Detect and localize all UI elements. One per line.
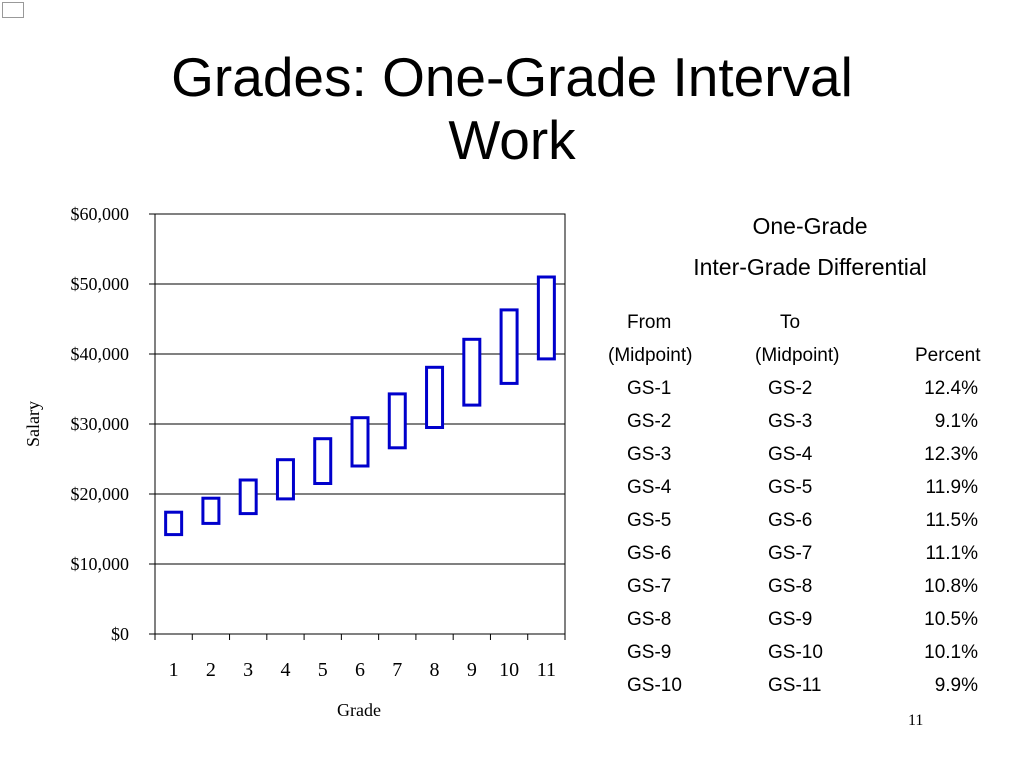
range-bar [499, 308, 519, 385]
row-percent: 10.8% [924, 576, 978, 597]
y-tick-label: $30,000 [71, 414, 130, 434]
y-tick-label: $40,000 [71, 344, 130, 364]
row-to: GS-5 [768, 477, 813, 498]
label-layer: $0 $10,000 $20,000 $30,000 $40,000 $50,000 $60… [71, 204, 556, 681]
range-bar [238, 478, 258, 516]
y-tick-label: $10,000 [71, 554, 130, 574]
row-to: GS-6 [768, 510, 813, 531]
row-to: GS-9 [768, 609, 813, 630]
row-from: GS-10 [627, 675, 682, 696]
row-percent: 9.1% [934, 411, 978, 432]
range-bar [201, 496, 221, 525]
y-axis-label: Salary [23, 401, 43, 447]
table-title-line1: One-Grade [752, 213, 868, 239]
y-tick-label: $50,000 [71, 274, 130, 294]
range-bar [387, 392, 407, 450]
slide-title: Grades: One-Grade Interval Work [0, 46, 1024, 172]
range-bar [275, 458, 295, 501]
row-to: GS-10 [768, 642, 823, 663]
head-from-2: (Midpoint) [608, 345, 693, 366]
range-bar [462, 337, 482, 407]
range-bar [350, 416, 370, 468]
x-tick-label: 1 [169, 659, 179, 681]
row-from: GS-6 [627, 543, 672, 564]
range-bar [536, 275, 556, 361]
row-from: GS-3 [627, 444, 672, 465]
row-percent: 11.9% [925, 477, 978, 498]
row-from: GS-8 [627, 609, 672, 630]
row-to: GS-8 [768, 576, 813, 597]
slide-title-line1: Grades: One-Grade Interval [171, 46, 853, 108]
x-tick-label: 9 [467, 659, 477, 681]
row-percent: 10.1% [924, 642, 978, 663]
head-to-2: (Midpoint) [755, 345, 840, 366]
head-percent: Percent [915, 345, 981, 366]
slide-title-line2: Work [448, 109, 576, 171]
x-tick-label: 11 [537, 659, 556, 681]
range-bar [425, 365, 445, 429]
row-from: GS-1 [627, 378, 672, 399]
x-tick-label: 10 [499, 659, 519, 681]
x-tick-label: 3 [243, 659, 253, 681]
x-tick-label: 5 [318, 659, 328, 681]
x-tick-label: 6 [355, 659, 365, 681]
range-bar [313, 437, 333, 486]
y-tick-label: $0 [111, 624, 129, 644]
x-tick-label: 7 [392, 659, 402, 681]
row-percent: 11.5% [925, 510, 978, 531]
x-tick-label: 2 [206, 659, 216, 681]
row-to: GS-11 [768, 675, 822, 696]
row-from: GS-2 [627, 411, 672, 432]
row-percent: 12.3% [924, 444, 978, 465]
row-percent: 9.9% [934, 675, 978, 696]
row-to: GS-4 [768, 444, 813, 465]
row-from: GS-9 [627, 642, 672, 663]
bar-layer [164, 275, 556, 537]
row-to: GS-3 [768, 411, 813, 432]
x-axis-label: Grade [337, 700, 381, 720]
row-from: GS-5 [627, 510, 672, 531]
row-to: GS-7 [768, 543, 813, 564]
row-percent: 10.5% [924, 609, 978, 630]
y-tick-label: $60,000 [71, 204, 130, 224]
row-percent: 11.1% [925, 543, 978, 564]
axis-layer [149, 213, 566, 640]
x-tick-label: 4 [280, 659, 290, 681]
salary-range-chart: $0 $10,000 $20,000 $30,000 $40,000 $50,000 $60… [23, 204, 566, 720]
head-to-1: To [780, 312, 801, 333]
y-tick-label: $20,000 [71, 484, 130, 504]
x-tick-label: 8 [430, 659, 440, 681]
page-number: 11 [908, 712, 924, 729]
range-bar [164, 510, 184, 537]
head-from-1: From [627, 312, 672, 333]
table-title-line2: Inter-Grade Differential [693, 254, 927, 280]
row-from: GS-4 [627, 477, 672, 498]
row-to: GS-2 [768, 378, 813, 399]
corner-frame [2, 2, 24, 18]
row-percent: 12.4% [924, 378, 978, 399]
row-from: GS-7 [627, 576, 672, 597]
